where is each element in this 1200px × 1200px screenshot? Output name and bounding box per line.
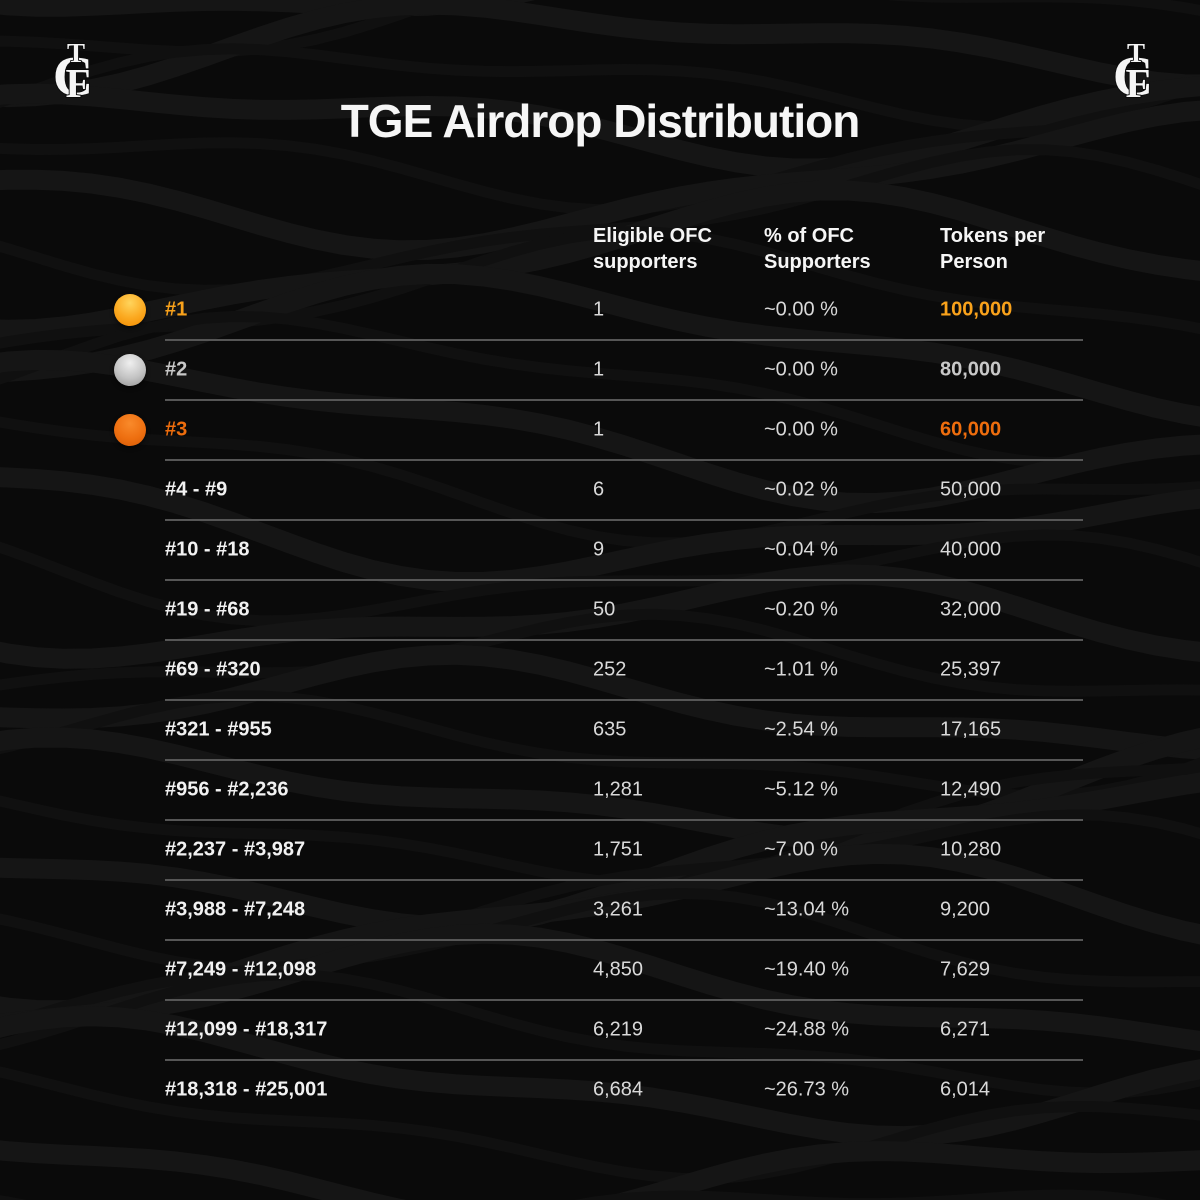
rank-range: #2,237 - #3,987: [165, 838, 306, 861]
table-row: #4 - #9 6 ~0.02 % 50,000: [0, 459, 1200, 520]
percent-value: ~1.01 %: [764, 658, 838, 681]
supporters-value: 9: [593, 538, 605, 561]
tokens-value: 17,165: [940, 718, 1002, 741]
bronze-medal-icon: [114, 414, 146, 446]
percent-value: ~0.20 %: [764, 598, 838, 621]
ofc-monogram-logo: C T F: [52, 38, 94, 109]
tokens-value: 9,200: [940, 898, 991, 921]
tokens-value: 100,000: [940, 298, 1013, 321]
header-percent-supporters: % of OFC Supporters: [764, 225, 871, 273]
percent-value: ~2.54 %: [764, 718, 838, 741]
tokens-value: 12,490: [940, 778, 1002, 801]
rank-range: #2: [165, 358, 188, 381]
header-eligible-supporters: Eligible OFC supporters: [593, 225, 712, 273]
rank-range: #69 - #320: [165, 658, 261, 681]
supporters-value: 635: [593, 718, 627, 741]
supporters-value: 1: [593, 298, 605, 321]
table-row: #1 1 ~0.00 % 100,000: [0, 280, 1200, 340]
rank-range: #4 - #9: [165, 478, 228, 501]
percent-value: ~5.12 %: [764, 778, 838, 801]
tokens-value: 7,629: [940, 958, 991, 981]
silver-medal-icon: [114, 354, 146, 386]
svg-text:F: F: [65, 60, 90, 106]
supporters-value: 6: [593, 478, 605, 501]
header-tokens-per-person: Tokens per Person: [940, 225, 1046, 273]
tokens-value: 6,271: [940, 1018, 991, 1041]
svg-text:T: T: [67, 38, 85, 68]
tokens-value: 32,000: [940, 598, 1002, 621]
table-row: #19 - #68 50 ~0.20 % 32,000: [0, 579, 1200, 640]
supporters-value: 6,684: [593, 1078, 644, 1101]
rank-range: #18,318 - #25,001: [165, 1078, 328, 1101]
tokens-value: 80,000: [940, 358, 1002, 381]
table-row: #18,318 - #25,001 6,684 ~26.73 % 6,014: [0, 1059, 1200, 1120]
rank-range: #3: [165, 418, 188, 441]
ofc-monogram-logo: C T F: [1112, 38, 1154, 109]
percent-value: ~0.00 %: [764, 298, 838, 321]
rank-range: #10 - #18: [165, 538, 250, 561]
supporters-value: 252: [593, 658, 627, 681]
table-body: #1 1 ~0.00 % 100,000 #2 1 ~0.00 % 80,000…: [0, 280, 1200, 1120]
percent-value: ~0.04 %: [764, 538, 838, 561]
gold-medal-icon: [114, 294, 146, 326]
supporters-value: 6,219: [593, 1018, 644, 1041]
percent-value: ~7.00 %: [764, 838, 838, 861]
table-row: #2 1 ~0.00 % 80,000: [0, 339, 1200, 400]
table-row: #12,099 - #18,317 6,219 ~24.88 % 6,271: [0, 999, 1200, 1060]
rank-range: #321 - #955: [165, 718, 272, 741]
tokens-value: 50,000: [940, 478, 1002, 501]
supporters-value: 4,850: [593, 958, 644, 981]
rank-range: #19 - #68: [165, 598, 250, 621]
percent-value: ~26.73 %: [764, 1078, 850, 1101]
table-row: #69 - #320 252 ~1.01 % 25,397: [0, 639, 1200, 700]
table-row: #7,249 - #12,098 4,850 ~19.40 % 7,629: [0, 939, 1200, 1000]
percent-value: ~0.00 %: [764, 358, 838, 381]
svg-text:T: T: [1127, 38, 1145, 68]
table-row: #2,237 - #3,987 1,751 ~7.00 % 10,280: [0, 819, 1200, 880]
percent-value: ~24.88 %: [764, 1018, 850, 1041]
tokens-value: 60,000: [940, 418, 1002, 441]
tokens-value: 6,014: [940, 1078, 991, 1101]
percent-value: ~19.40 %: [764, 958, 850, 981]
supporters-value: 1: [593, 358, 605, 381]
tokens-value: 40,000: [940, 538, 1002, 561]
supporters-value: 50: [593, 598, 616, 621]
svg-text:C: C: [53, 46, 93, 108]
tokens-value: 25,397: [940, 658, 1002, 681]
page-title: TGE Airdrop Distribution: [340, 95, 861, 147]
table-row: #10 - #18 9 ~0.04 % 40,000: [0, 519, 1200, 580]
rank-range: #12,099 - #18,317: [165, 1018, 328, 1041]
svg-text:F: F: [1125, 60, 1150, 106]
svg-text:C: C: [1113, 46, 1153, 108]
percent-value: ~13.04 %: [764, 898, 850, 921]
supporters-value: 1,281: [593, 778, 644, 801]
supporters-value: 1,751: [593, 838, 644, 861]
table-row: #321 - #955 635 ~2.54 % 17,165: [0, 699, 1200, 760]
rank-range: #7,249 - #12,098: [165, 958, 317, 981]
table-row: #3,988 - #7,248 3,261 ~13.04 % 9,200: [0, 879, 1200, 940]
supporters-value: 3,261: [593, 898, 644, 921]
rank-range: #3,988 - #7,248: [165, 898, 306, 921]
percent-value: ~0.02 %: [764, 478, 838, 501]
table-row: #956 - #2,236 1,281 ~5.12 % 12,490: [0, 759, 1200, 820]
table-row: #3 1 ~0.00 % 60,000: [0, 399, 1200, 460]
percent-value: ~0.00 %: [764, 418, 838, 441]
rank-range: #956 - #2,236: [165, 778, 289, 801]
rank-range: #1: [165, 298, 188, 321]
tokens-value: 10,280: [940, 838, 1002, 861]
supporters-value: 1: [593, 418, 605, 441]
